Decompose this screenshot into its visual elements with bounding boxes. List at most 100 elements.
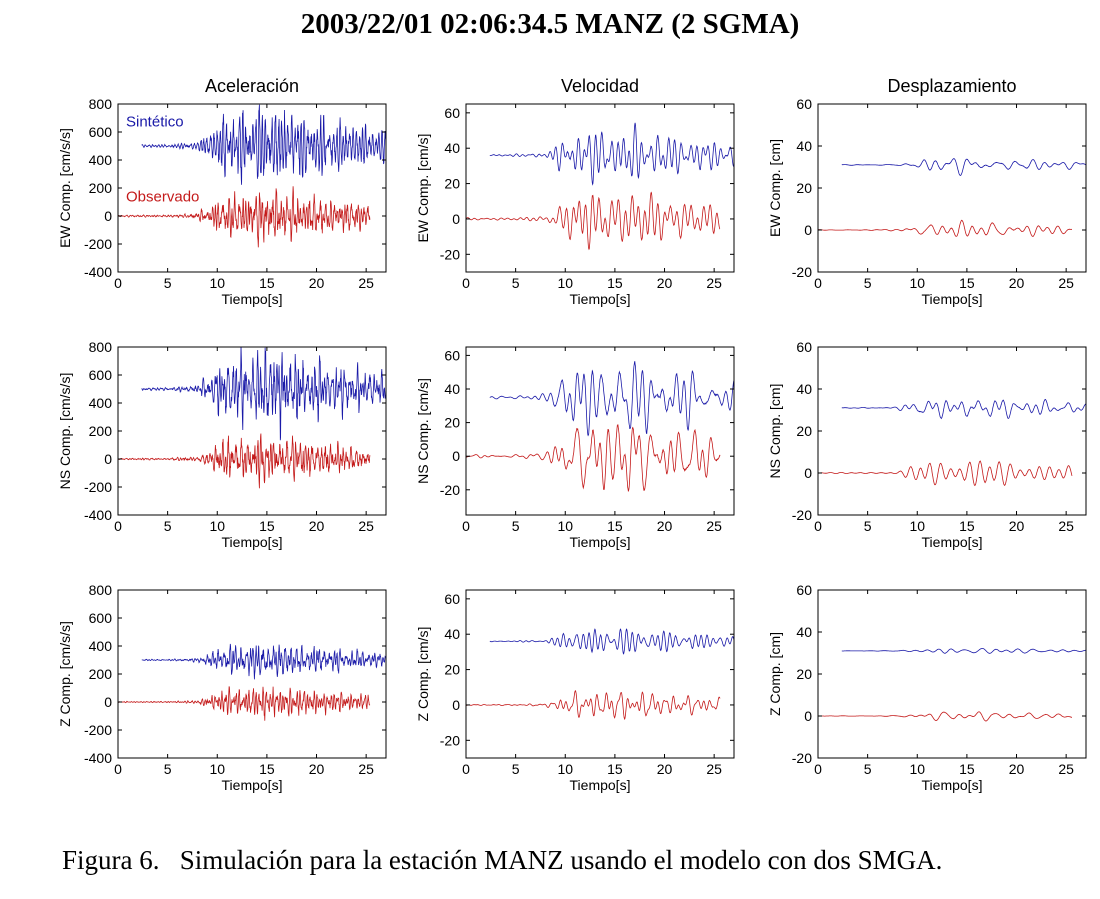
y-tick-label: 0 bbox=[452, 448, 460, 464]
y-tick-label: 600 bbox=[89, 367, 113, 383]
x-tick-label: 0 bbox=[114, 761, 122, 777]
x-tick-label: 20 bbox=[309, 275, 325, 291]
y-tick-label: -400 bbox=[84, 264, 112, 280]
y-tick-label: 0 bbox=[452, 697, 460, 713]
y-tick-label: 40 bbox=[444, 381, 460, 397]
y-tick-label: -400 bbox=[84, 750, 112, 766]
x-tick-label: 10 bbox=[209, 518, 225, 534]
synthetic-trace bbox=[141, 347, 386, 441]
y-tick-label: 20 bbox=[796, 423, 812, 439]
observed-trace bbox=[818, 711, 1072, 722]
y-tick-label: -20 bbox=[440, 482, 460, 498]
observed-trace bbox=[118, 186, 371, 248]
x-tick-label: 25 bbox=[706, 275, 722, 291]
x-tick-label: 25 bbox=[358, 761, 374, 777]
x-tick-label: 5 bbox=[864, 761, 872, 777]
x-tick-label: 25 bbox=[706, 761, 722, 777]
axes-frame bbox=[465, 346, 735, 516]
y-tick-label: -400 bbox=[84, 507, 112, 523]
x-tick-label: 0 bbox=[462, 761, 470, 777]
x-tick-label: 0 bbox=[114, 275, 122, 291]
synthetic-trace bbox=[489, 122, 734, 186]
y-tick-label: 400 bbox=[89, 152, 113, 168]
x-tick-label: 10 bbox=[909, 275, 925, 291]
y-tick-label: -20 bbox=[440, 246, 460, 262]
y-tick-label: 20 bbox=[796, 666, 812, 682]
x-tick-label: 0 bbox=[462, 518, 470, 534]
x-axis-label: Tiempo[s] bbox=[922, 534, 983, 550]
x-tick-label: 15 bbox=[959, 275, 975, 291]
y-tick-label: 0 bbox=[804, 222, 812, 238]
x-axis-label: Tiempo[s] bbox=[922, 777, 983, 793]
x-tick-label: 5 bbox=[864, 518, 872, 534]
y-tick-label: 0 bbox=[104, 208, 112, 224]
x-tick-label: 20 bbox=[657, 518, 673, 534]
plot-ew-aceleracion: Aceleración 0 5 10 15 20 25 -400 -200 0 200 400 600 8… bbox=[57, 76, 387, 307]
x-tick-label: 20 bbox=[657, 275, 673, 291]
y-tick-label: 400 bbox=[89, 638, 113, 654]
x-tick-label: 25 bbox=[1058, 275, 1074, 291]
y-tick-label: 40 bbox=[796, 138, 812, 154]
y-tick-label: 800 bbox=[89, 339, 113, 355]
axes-frame bbox=[465, 103, 735, 273]
y-axis-label: NS Comp. [cm/s/s] bbox=[57, 373, 73, 490]
y-tick-label: 0 bbox=[804, 708, 812, 724]
x-tick-label: 25 bbox=[1058, 518, 1074, 534]
x-tick-label: 20 bbox=[309, 518, 325, 534]
column-title: Desplazamiento bbox=[887, 76, 1016, 96]
plot-ns-aceleracion: 0 5 10 15 20 25 -400 -200 0 200 400 600 800 Tiempo[s]… bbox=[57, 339, 387, 550]
x-tick-label: 25 bbox=[358, 275, 374, 291]
figure-caption: Figura 6. Simulación para la estación MA… bbox=[62, 845, 943, 875]
synthetic-trace bbox=[841, 158, 1086, 176]
y-tick-label: -200 bbox=[84, 479, 112, 495]
synthetic-trace bbox=[489, 361, 734, 437]
y-tick-label: -20 bbox=[792, 264, 812, 280]
axes-frame bbox=[117, 346, 387, 516]
x-axis-label: Tiempo[s] bbox=[222, 291, 283, 307]
synthetic-trace bbox=[141, 104, 386, 185]
plot-z-aceleracion: 0 5 10 15 20 25 -400 -200 0 200 400 600 800 Tiempo[s]… bbox=[57, 582, 387, 793]
x-axis-label: Tiempo[s] bbox=[570, 777, 631, 793]
x-tick-label: 10 bbox=[557, 275, 573, 291]
axes-frame bbox=[117, 589, 387, 759]
observed-trace bbox=[118, 433, 371, 489]
x-tick-label: 0 bbox=[114, 518, 122, 534]
x-tick-label: 15 bbox=[607, 761, 623, 777]
y-tick-label: 40 bbox=[444, 140, 460, 156]
x-tick-label: 15 bbox=[959, 761, 975, 777]
y-tick-label: 20 bbox=[444, 415, 460, 431]
x-tick-label: 5 bbox=[512, 275, 520, 291]
x-axis-label: Tiempo[s] bbox=[570, 534, 631, 550]
x-tick-label: 20 bbox=[1009, 518, 1025, 534]
x-tick-label: 15 bbox=[959, 518, 975, 534]
observed-trace bbox=[818, 460, 1073, 487]
x-tick-label: 5 bbox=[512, 518, 520, 534]
y-tick-label: 600 bbox=[89, 124, 113, 140]
x-tick-label: 15 bbox=[259, 518, 275, 534]
x-axis-label: Tiempo[s] bbox=[570, 291, 631, 307]
y-axis-label: NS Comp. [cm] bbox=[767, 384, 783, 479]
x-axis-label: Tiempo[s] bbox=[222, 534, 283, 550]
x-tick-label: 10 bbox=[209, 761, 225, 777]
observed-trace bbox=[818, 219, 1072, 237]
synthetic-trace bbox=[841, 647, 1086, 654]
y-axis-label: EW Comp. [cm] bbox=[767, 139, 783, 237]
y-tick-label: 60 bbox=[796, 582, 812, 598]
column-title: Aceleración bbox=[205, 76, 299, 96]
x-tick-label: 0 bbox=[462, 275, 470, 291]
x-tick-label: 10 bbox=[909, 761, 925, 777]
y-tick-label: -20 bbox=[792, 750, 812, 766]
y-axis-label: EW Comp. [cm/s/s] bbox=[57, 128, 73, 248]
y-tick-label: 60 bbox=[796, 96, 812, 112]
y-axis-label: Z Comp. [cm/s/s] bbox=[57, 621, 73, 727]
legend-observed: Observado bbox=[126, 188, 199, 205]
plot-ns-velocidad: 0 5 10 15 20 25 -20 0 20 40 60 Tiempo[s] NS Comp. [c… bbox=[415, 346, 735, 550]
x-tick-label: 15 bbox=[259, 275, 275, 291]
axes-frame bbox=[465, 589, 735, 759]
y-tick-label: 20 bbox=[444, 662, 460, 678]
y-axis-label: EW Comp. [cm/s] bbox=[415, 134, 431, 243]
y-tick-label: -200 bbox=[84, 236, 112, 252]
